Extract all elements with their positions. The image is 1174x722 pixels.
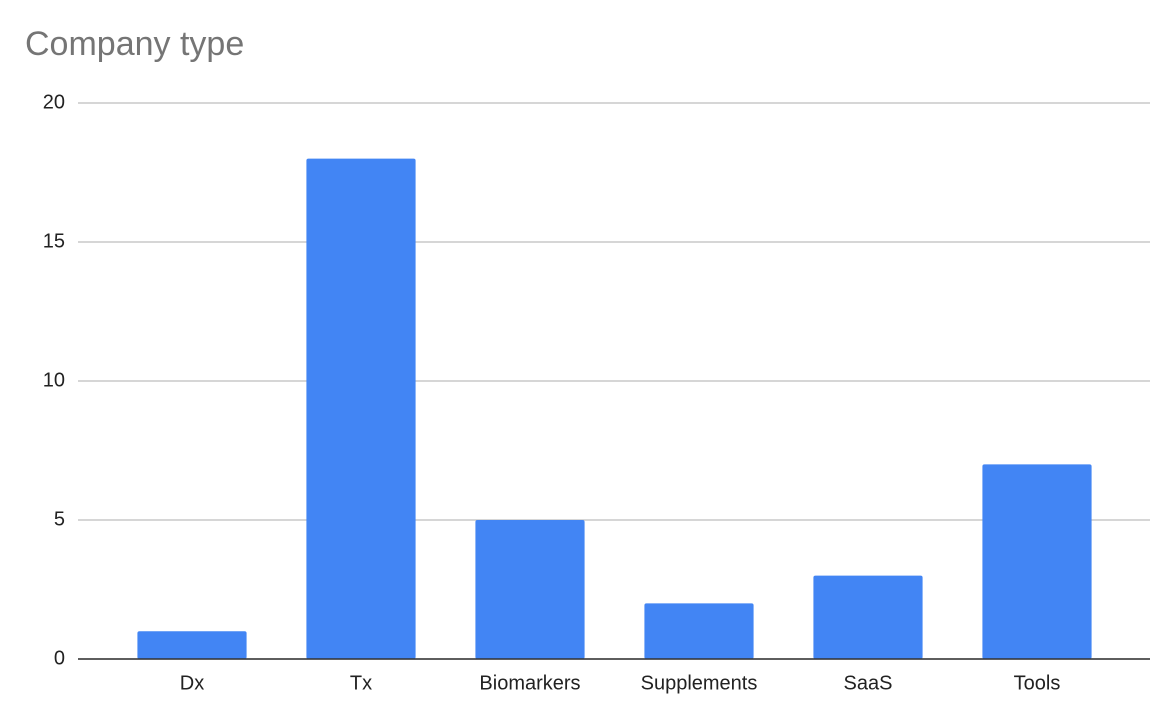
bar (137, 631, 247, 659)
y-tick-label: 10 (43, 369, 65, 391)
y-tick-label: 5 (54, 508, 65, 530)
x-tick-label: Tx (350, 672, 372, 694)
x-tick-label: Dx (180, 672, 204, 694)
bar (813, 575, 923, 659)
bar (306, 158, 416, 659)
y-tick-label: 20 (43, 91, 65, 113)
x-tick-label: SaaS (844, 672, 893, 694)
x-tick-label: Tools (1014, 672, 1061, 694)
x-tick-label: Biomarkers (479, 672, 580, 694)
bar (644, 603, 754, 659)
x-tick-label: Supplements (641, 672, 758, 694)
y-tick-label: 15 (43, 230, 65, 252)
chart-title: Company type (25, 25, 244, 63)
bar (475, 520, 585, 659)
bar (982, 464, 1092, 659)
y-tick-label: 0 (54, 647, 65, 669)
